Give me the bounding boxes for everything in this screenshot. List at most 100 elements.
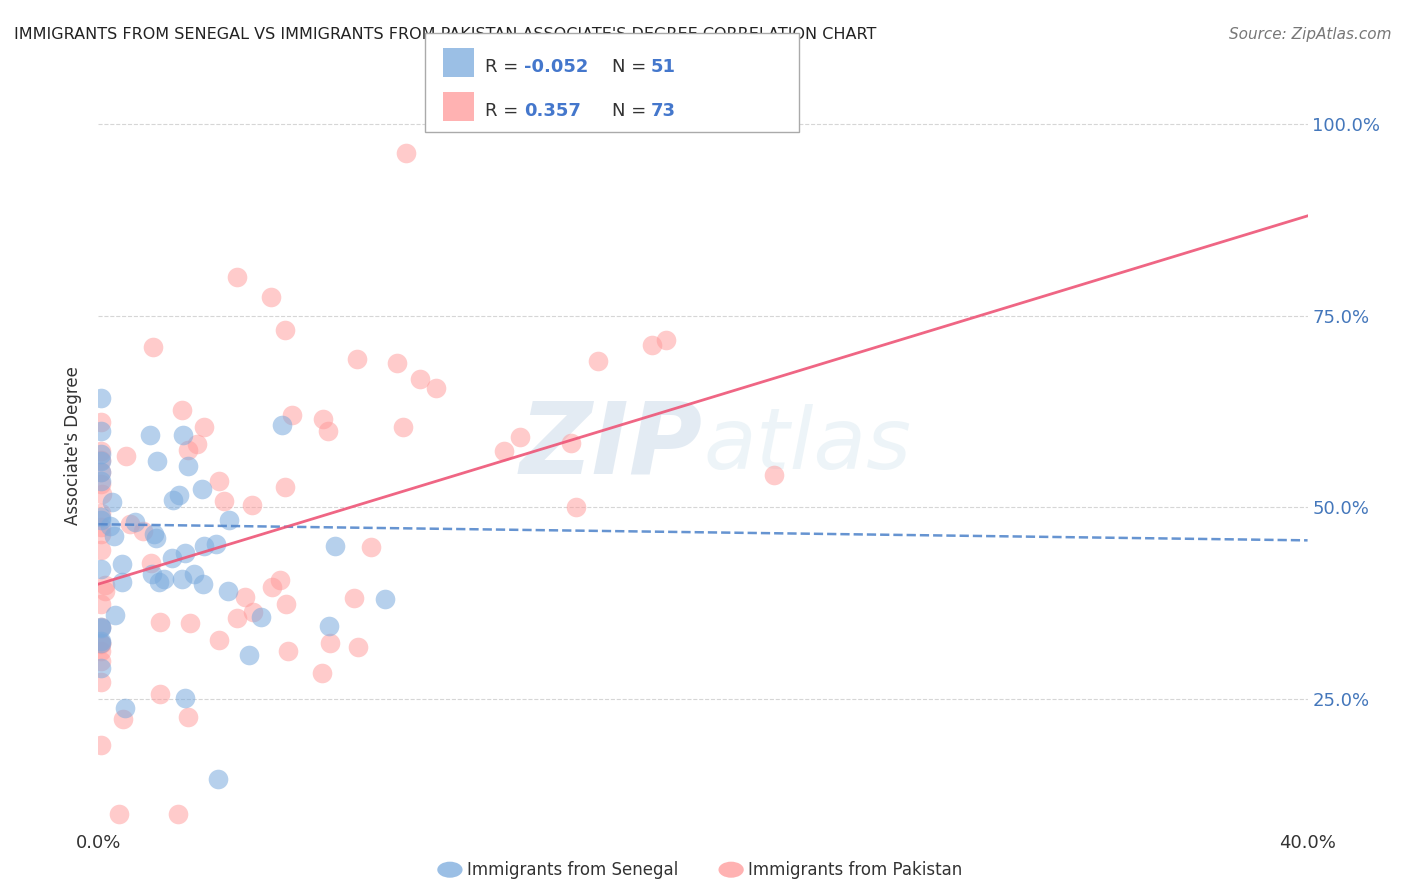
Point: [242, 605, 264, 619]
Point: [207, 772, 229, 787]
Point: [346, 351, 368, 366]
Point: [90, 465, 112, 479]
Point: [170, 402, 193, 417]
Text: R =: R =: [485, 58, 524, 76]
Point: [173, 691, 195, 706]
Point: [425, 381, 447, 395]
Point: [323, 539, 346, 553]
Point: [90, 443, 112, 458]
Point: [153, 572, 176, 586]
Point: [360, 540, 382, 554]
Text: 51: 51: [651, 58, 676, 76]
Point: [90, 543, 112, 558]
Point: [90, 520, 112, 534]
Point: [111, 557, 134, 571]
Point: [193, 420, 215, 434]
Point: [191, 482, 214, 496]
Point: [492, 444, 515, 458]
Point: [98, 519, 121, 533]
Point: [343, 591, 366, 606]
Point: [104, 607, 127, 622]
Point: [90, 391, 112, 405]
Point: [208, 632, 231, 647]
Point: [108, 807, 131, 822]
Point: [217, 583, 239, 598]
Text: Immigrants from Pakistan: Immigrants from Pakistan: [748, 861, 962, 879]
Text: IMMIGRANTS FROM SENEGAL VS IMMIGRANTS FROM PAKISTAN ASSOCIATE'S DEGREE CORRELATI: IMMIGRANTS FROM SENEGAL VS IMMIGRANTS FR…: [14, 27, 876, 42]
Point: [90, 654, 112, 668]
Point: [205, 537, 228, 551]
Point: [90, 453, 112, 467]
Point: [139, 428, 162, 442]
Point: [90, 447, 112, 461]
Point: [90, 424, 112, 438]
Point: [385, 356, 408, 370]
Point: [90, 620, 112, 634]
Point: [191, 576, 214, 591]
Point: [183, 566, 205, 581]
Point: [145, 531, 167, 545]
Text: atlas: atlas: [703, 404, 911, 488]
Point: [319, 636, 342, 650]
Point: [90, 634, 112, 648]
Point: [94, 583, 117, 598]
Point: [347, 640, 370, 654]
Point: [311, 666, 333, 681]
Point: [235, 590, 257, 604]
Point: [124, 515, 146, 529]
Point: [240, 498, 263, 512]
Point: [90, 660, 112, 674]
Point: [115, 449, 138, 463]
Point: [90, 635, 112, 649]
Y-axis label: Associate's Degree: Associate's Degree: [65, 367, 83, 525]
Point: [177, 710, 200, 724]
Point: [564, 500, 586, 515]
Point: [318, 424, 340, 438]
Point: [271, 417, 294, 432]
Point: [141, 566, 163, 581]
Point: [560, 435, 582, 450]
Point: [225, 610, 247, 624]
Point: [149, 687, 172, 701]
Point: [208, 475, 231, 489]
Point: [177, 443, 200, 458]
Point: [139, 557, 162, 571]
Point: [90, 636, 112, 650]
Point: [655, 333, 678, 347]
Point: [90, 738, 112, 752]
Point: [160, 550, 183, 565]
Point: [142, 340, 165, 354]
Point: [762, 467, 785, 482]
Point: [374, 592, 396, 607]
Point: [167, 807, 190, 822]
Text: ZIP: ZIP: [520, 398, 703, 494]
Point: [90, 465, 112, 479]
Point: [90, 597, 112, 611]
Point: [193, 539, 215, 553]
Point: [225, 269, 247, 284]
Point: [586, 354, 609, 368]
Point: [90, 527, 112, 541]
Point: [90, 510, 112, 524]
Point: [277, 644, 299, 658]
Point: [100, 495, 122, 509]
Text: R =: R =: [485, 102, 524, 120]
Point: [269, 573, 291, 587]
Point: [148, 574, 170, 589]
Point: [640, 337, 662, 351]
Point: [260, 580, 283, 594]
Point: [276, 598, 298, 612]
Text: Immigrants from Senegal: Immigrants from Senegal: [467, 861, 678, 879]
Point: [179, 616, 201, 631]
Point: [260, 289, 283, 303]
Point: [111, 712, 134, 726]
Point: [111, 575, 134, 590]
Point: [249, 609, 271, 624]
Point: [274, 323, 297, 337]
Point: [91, 486, 114, 500]
Point: [274, 480, 297, 494]
Point: [177, 458, 200, 473]
Point: [312, 412, 335, 426]
Point: [172, 428, 194, 442]
Text: 73: 73: [651, 102, 676, 120]
